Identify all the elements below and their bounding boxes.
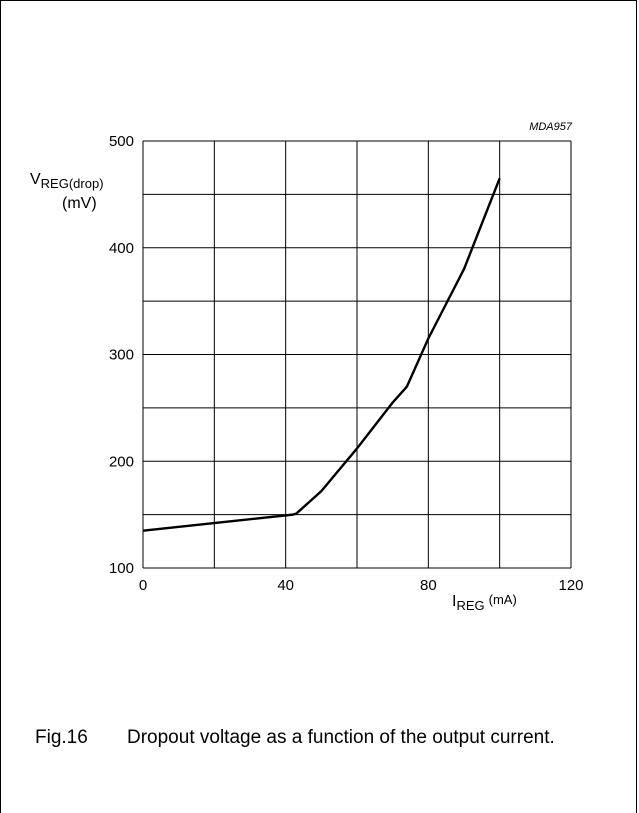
y-axis-unit: (mV) — [62, 195, 97, 212]
x-axis-label-subscript: REG — [456, 598, 485, 613]
y-axis-label-subscript: REG(drop) — [40, 176, 104, 191]
figure-code: MDA957 — [529, 121, 572, 133]
x-tick-label: 80 — [420, 577, 437, 594]
grid — [142, 140, 572, 569]
figure-number: Fig.16 — [35, 727, 88, 748]
tick-labels: 0 40 80 120 100 200 300 400 500 — [109, 133, 584, 594]
y-axis-label: VREG(drop) (mV) — [30, 170, 104, 214]
series-line — [142, 177, 501, 532]
y-tick-label: 100 — [109, 560, 134, 577]
y-axis-label-main: V — [30, 171, 41, 188]
y-tick-label: 200 — [109, 453, 134, 470]
x-axis-label: IREG (mA) — [452, 592, 517, 613]
data-lines — [142, 177, 501, 532]
y-tick-label: 300 — [109, 347, 134, 364]
x-tick-label: 120 — [558, 577, 583, 594]
x-axis-label-main: I — [452, 593, 457, 610]
x-tick-label: 40 — [277, 577, 294, 594]
y-tick-label: 500 — [109, 133, 134, 150]
x-tick-label: 0 — [139, 577, 147, 594]
figure-caption: Fig.16 Dropout voltage as a function of t… — [35, 724, 615, 751]
caption-text: Dropout voltage as a function of the out… — [127, 727, 555, 748]
x-axis-unit: (mA) — [488, 592, 517, 607]
y-tick-label: 400 — [109, 240, 134, 257]
